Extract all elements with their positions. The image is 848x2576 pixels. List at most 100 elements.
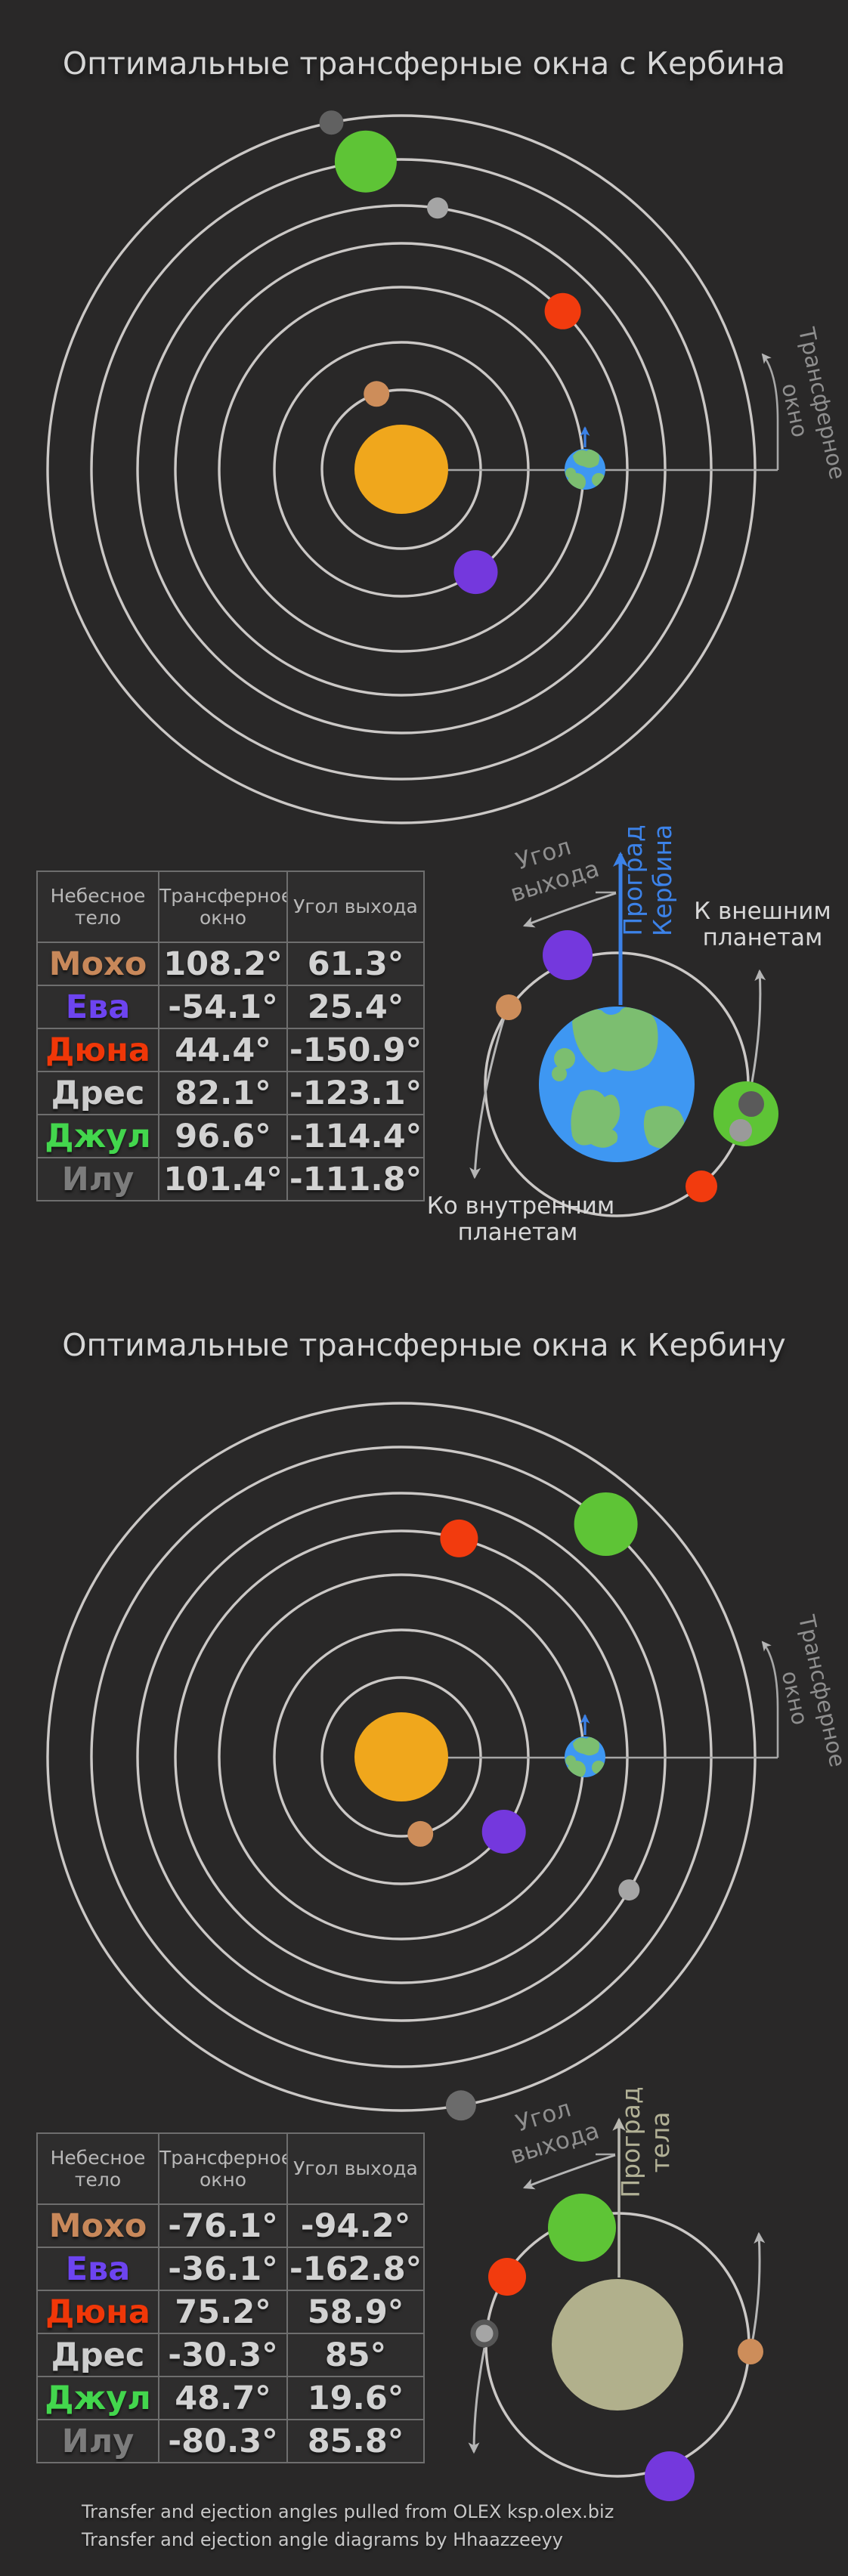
- cell-body-name: Джул: [36, 1114, 159, 1158]
- table-row-dres: Дрес -30.3° 85°: [36, 2333, 425, 2377]
- prograde-label-to-line1: Проград: [616, 2086, 645, 2197]
- planet-moho: [407, 1820, 434, 1847]
- cell-body-name: Дрес: [36, 2333, 159, 2377]
- cell-transfer-window: -36.1°: [158, 2247, 288, 2291]
- inner-planets-arrow: [469, 1017, 506, 1180]
- planet-duna: [686, 1170, 717, 1202]
- cell-transfer-window: 108.2°: [158, 942, 288, 986]
- planet-dres: [470, 2319, 499, 2348]
- planet-duna: [544, 292, 581, 329]
- planet-dres: [427, 197, 448, 219]
- table-row-eva: Ева -54.1° 25.4°: [36, 985, 425, 1029]
- cell-body-name: Дюна: [36, 1028, 159, 1072]
- cell-body-name: Ева: [36, 2247, 159, 2291]
- credit-line-source: Transfer and ejection angles pulled from…: [82, 2501, 614, 2522]
- planet-moon_dark: [738, 1091, 764, 1117]
- table-header-row: Небесное тело Трансферное окно Угол выхо…: [36, 871, 425, 943]
- table-row-eva: Ева -36.1° -162.8°: [36, 2247, 425, 2291]
- cell-transfer-window: -80.3°: [158, 2419, 288, 2463]
- cell-transfer-window: 44.4°: [158, 1028, 288, 1072]
- cell-ejection-angle: -114.4°: [286, 1114, 425, 1158]
- ejection-diagram-from: Угол выхода Проград Кербина К внешним пл…: [427, 824, 831, 1246]
- ejection-planets-to: [470, 2194, 763, 2501]
- inner-planets-label-line2: планетам: [458, 1219, 578, 1246]
- cell-ejection-angle: 58.9°: [286, 2290, 425, 2334]
- page-title-to-kerbin: Оптимальные трансферные окна к Кербину: [62, 1327, 786, 1363]
- sun-to: [354, 1712, 448, 1801]
- table-row-dres: Дрес 82.1° -123.1°: [36, 1071, 425, 1115]
- cell-body-name: Джул: [36, 2376, 159, 2420]
- prograde-label-from-line2: Кербина: [648, 824, 677, 936]
- cell-ejection-angle: 61.3°: [286, 942, 425, 986]
- ejection-angle-arrow-from: [522, 892, 617, 928]
- planet-jool: [548, 2194, 616, 2262]
- cell-transfer-window: 101.4°: [158, 1157, 288, 1201]
- cell-ejection-angle: -150.9°: [286, 1028, 425, 1072]
- table-row-jool: Джул 96.6° -114.4°: [36, 1114, 425, 1158]
- cell-ejection-angle: -111.8°: [286, 1157, 425, 1201]
- header-transfer-window: Трансферное окно: [158, 2132, 288, 2205]
- outer-planets-label-line1: К внешним: [694, 898, 831, 925]
- planet-eva: [453, 550, 498, 595]
- cell-transfer-window: 82.1°: [158, 1071, 288, 1115]
- cell-ejection-angle: 19.6°: [286, 2376, 425, 2420]
- prograde-label-from-line1: Проград: [618, 824, 648, 935]
- planet-eeloo: [319, 110, 344, 135]
- planet-dres: [618, 1879, 640, 1901]
- cell-body-name: Дюна: [36, 2290, 159, 2334]
- table-row-moho: Мохо -76.1° -94.2°: [36, 2203, 425, 2248]
- page-title-from-kerbin: Оптимальные трансферные окна с Кербина: [62, 45, 786, 82]
- inner-planets-label-line1: Ко внутренним: [427, 1192, 615, 1220]
- cell-body-name: Дрес: [36, 1071, 159, 1115]
- planet-moon_light: [729, 1119, 752, 1142]
- header-ejection-angle: Угол выхода: [286, 871, 425, 943]
- cell-transfer-window: -30.3°: [158, 2333, 288, 2377]
- planets-to: [407, 1492, 640, 2121]
- header-ejection-angle: Угол выхода: [286, 2132, 425, 2205]
- credit-line-author: Transfer and ejection angle diagrams by …: [82, 2529, 563, 2550]
- cell-transfer-window: 48.7°: [158, 2376, 288, 2420]
- cell-transfer-window: -54.1°: [158, 985, 288, 1029]
- cell-transfer-window: 75.2°: [158, 2290, 288, 2334]
- cell-ejection-angle: -94.2°: [286, 2203, 425, 2248]
- sun-from: [354, 425, 448, 514]
- outer-planets-label-line2: планетам: [703, 924, 823, 951]
- outer-planets-arrow: [751, 969, 766, 1083]
- cell-ejection-angle: 85°: [286, 2333, 425, 2377]
- table-row-jool: Джул 48.7° 19.6°: [36, 2376, 425, 2420]
- planet-eeloo2: [445, 2090, 476, 2121]
- planet-duna: [488, 2258, 526, 2296]
- header-transfer-window: Трансферное окно: [158, 871, 288, 943]
- ejection-planets-from: [496, 930, 778, 1202]
- cell-ejection-angle: 25.4°: [286, 985, 425, 1029]
- kerbin-large: [539, 1007, 695, 1162]
- table-row-duna: Дюна 75.2° 58.9°: [36, 2290, 425, 2334]
- transfer-table-to: Небесное тело Трансферное окно Угол выхо…: [36, 2132, 425, 2463]
- table-row-eeloo: Илу -80.3° 85.8°: [36, 2419, 425, 2463]
- inward-arrow-to: [468, 2347, 486, 2454]
- planet-moho: [496, 994, 521, 1020]
- table-row-duna: Дюна 44.4° -150.9°: [36, 1028, 425, 1072]
- cell-body-name: Илу: [36, 1157, 159, 1201]
- cell-ejection-angle: -123.1°: [286, 1071, 425, 1115]
- transfer-table-from: Небесное тело Трансферное окно Угол выхо…: [36, 871, 425, 1201]
- planet-jool: [334, 130, 397, 193]
- header-celestial-body: Небесное тело: [36, 2132, 159, 2205]
- table-row-moho: Мохо 108.2° 61.3°: [36, 942, 425, 986]
- planet-duna: [440, 1519, 478, 1557]
- ejection-diagram-to: Угол выхода Проград тела: [468, 2086, 766, 2501]
- cell-transfer-window: -76.1°: [158, 2203, 288, 2248]
- planet-eva: [481, 1810, 526, 1854]
- ejection-angle-arrow-to: [522, 2154, 616, 2190]
- cell-body-name: Ева: [36, 985, 159, 1029]
- cell-ejection-angle: 85.8°: [286, 2419, 425, 2463]
- planet-moho: [738, 2339, 763, 2364]
- cell-body-name: Илу: [36, 2419, 159, 2463]
- table-row-eeloo: Илу 101.4° -111.8°: [36, 1157, 425, 1201]
- cell-transfer-window: 96.6°: [158, 1114, 288, 1158]
- planet-jool: [574, 1492, 638, 1556]
- cell-body-name: Мохо: [36, 2203, 159, 2248]
- table-header-row: Небесное тело Трансферное окно Угол выхо…: [36, 2132, 425, 2205]
